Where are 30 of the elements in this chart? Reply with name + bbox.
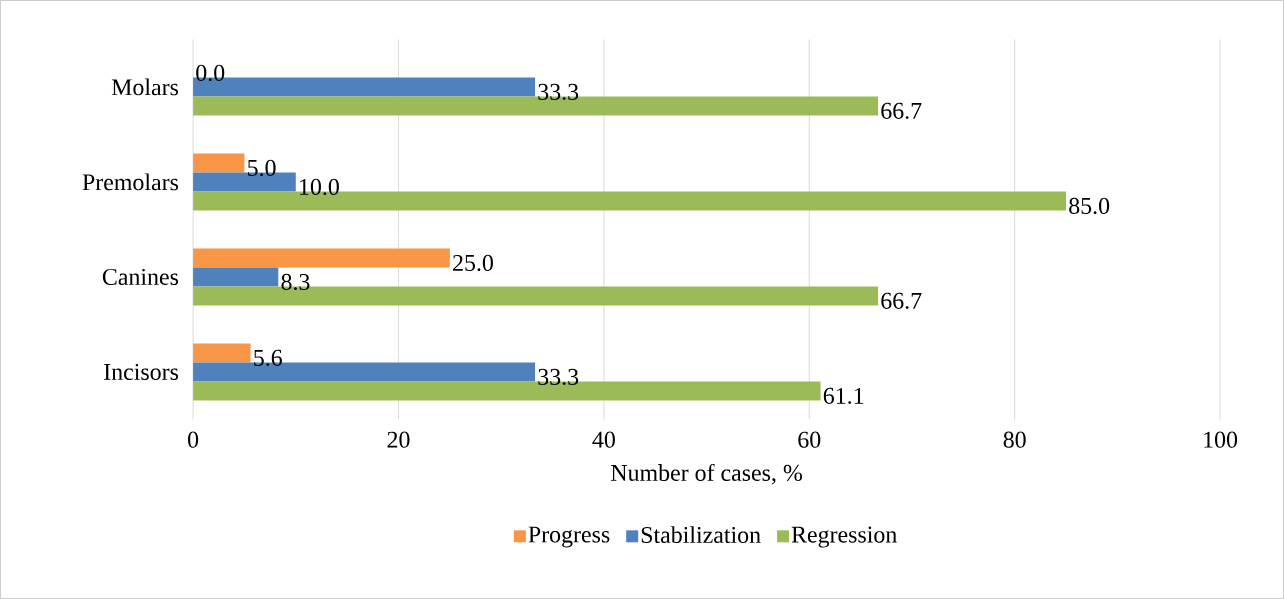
bar (193, 153, 245, 173)
x-tick-label: 60 (798, 431, 821, 448)
data-label: 33.3 (538, 368, 579, 386)
legend-label: Progress (528, 526, 610, 548)
x-tick-label: 40 (592, 431, 615, 448)
data-label: 25.0 (453, 254, 493, 272)
x-tick-label: 100 (1204, 431, 1238, 448)
data-label: 5.6 (254, 349, 282, 367)
x-tick-label: 80 (1003, 431, 1026, 448)
data-label: 66.7 (881, 102, 922, 120)
y-tick-label: Canines (102, 268, 179, 285)
x-tick-label: 0 (188, 431, 199, 448)
y-tick-label: Premolars (82, 173, 179, 191)
data-label: 61.1 (823, 387, 864, 405)
legend-label: Regression (791, 526, 897, 548)
data-label: 0.0 (196, 64, 225, 82)
x-tick-label: 20 (387, 431, 410, 448)
bar (193, 343, 251, 363)
x-axis-title: Number of cases, % (610, 463, 803, 485)
data-label: 33.3 (538, 83, 579, 101)
data-label: 5.0 (248, 159, 276, 177)
bar (193, 267, 279, 287)
y-tick-label: Molars (111, 78, 179, 96)
data-label: 66.7 (881, 292, 922, 310)
bar (193, 248, 450, 268)
legend-label: Stabilization (641, 526, 761, 544)
data-label: 10.0 (300, 178, 339, 196)
data-label: 8.3 (281, 273, 310, 291)
data-label: 85.0 (1069, 197, 1110, 215)
y-tick-label: Incisors (104, 363, 179, 380)
